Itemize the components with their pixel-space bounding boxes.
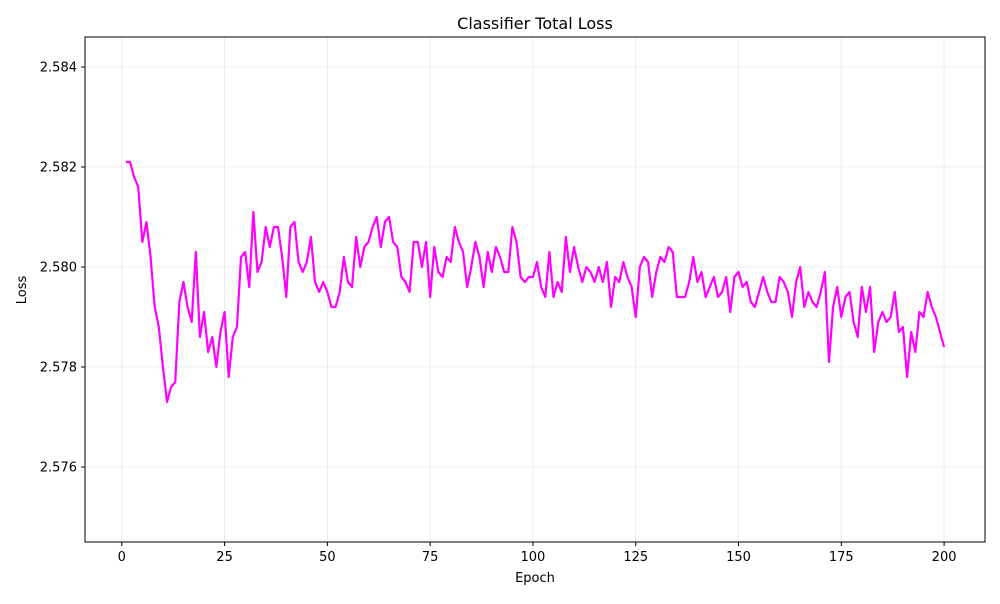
x-tick-label: 75	[422, 550, 439, 565]
y-tick-label: 2.576	[40, 461, 77, 476]
x-tick-label: 0	[118, 550, 126, 565]
x-tick-label: 100	[521, 550, 546, 565]
x-tick-label: 25	[216, 550, 233, 565]
x-axis-label: Epoch	[515, 571, 555, 586]
plot-frame	[84, 36, 986, 543]
y-tick-label: 2.580	[40, 261, 77, 276]
y-tick-label: 2.584	[40, 61, 77, 76]
x-tick-label: 200	[932, 550, 957, 565]
x-tick-label: 125	[623, 550, 648, 565]
data-line	[125, 160, 946, 404]
x-tick-label: 50	[319, 550, 336, 565]
y-tick-label: 2.578	[40, 361, 77, 376]
y-axis-label: Loss	[15, 276, 30, 305]
x-tick-label: 175	[829, 550, 854, 565]
y-tick-label: 2.582	[40, 161, 77, 176]
chart-title: Classifier Total Loss	[457, 14, 613, 33]
x-tick-label: 150	[726, 550, 751, 565]
